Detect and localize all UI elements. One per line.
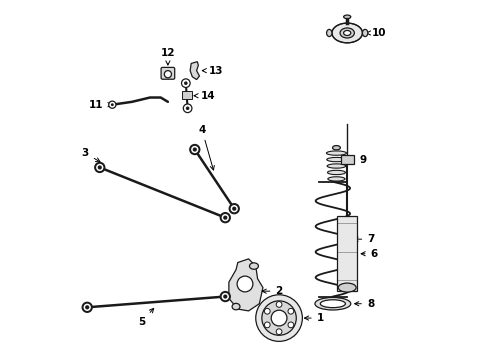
Text: 8: 8	[355, 299, 374, 309]
Ellipse shape	[343, 15, 351, 19]
Circle shape	[164, 71, 171, 78]
Polygon shape	[229, 259, 263, 311]
Text: 4: 4	[198, 125, 214, 170]
Ellipse shape	[327, 157, 346, 162]
Ellipse shape	[332, 23, 363, 43]
Ellipse shape	[343, 31, 351, 36]
Polygon shape	[190, 62, 199, 80]
Circle shape	[265, 322, 270, 328]
Circle shape	[262, 301, 296, 335]
Circle shape	[256, 295, 302, 341]
Ellipse shape	[232, 303, 240, 310]
Ellipse shape	[327, 170, 345, 175]
Circle shape	[276, 329, 282, 334]
Text: 3: 3	[82, 148, 100, 162]
Circle shape	[111, 103, 114, 106]
Text: 1: 1	[304, 313, 324, 323]
Text: 10: 10	[367, 28, 387, 38]
Text: 13: 13	[202, 66, 223, 76]
Circle shape	[183, 104, 192, 113]
Circle shape	[271, 310, 287, 326]
Text: 14: 14	[194, 91, 216, 101]
Circle shape	[276, 302, 282, 307]
Text: 5: 5	[138, 309, 154, 327]
Text: 6: 6	[361, 249, 378, 259]
FancyBboxPatch shape	[337, 216, 357, 291]
Circle shape	[109, 101, 116, 108]
Circle shape	[265, 309, 270, 314]
Circle shape	[98, 165, 102, 170]
Circle shape	[190, 145, 199, 154]
Ellipse shape	[249, 263, 258, 269]
Circle shape	[237, 276, 253, 292]
FancyBboxPatch shape	[181, 91, 192, 99]
Text: 2: 2	[262, 286, 283, 296]
Ellipse shape	[328, 177, 345, 181]
Circle shape	[220, 292, 230, 301]
Circle shape	[230, 204, 239, 213]
Text: 11: 11	[89, 100, 112, 110]
Circle shape	[82, 303, 92, 312]
Ellipse shape	[340, 28, 354, 38]
Ellipse shape	[326, 30, 332, 37]
Circle shape	[288, 322, 294, 328]
Circle shape	[223, 294, 227, 299]
Ellipse shape	[320, 300, 345, 308]
Circle shape	[85, 305, 89, 309]
Circle shape	[181, 79, 190, 87]
Circle shape	[186, 107, 190, 110]
Circle shape	[288, 309, 294, 314]
Ellipse shape	[363, 30, 368, 37]
Circle shape	[184, 81, 188, 85]
Ellipse shape	[333, 145, 341, 150]
Text: 7: 7	[354, 234, 374, 244]
Text: 9: 9	[348, 154, 367, 165]
Ellipse shape	[327, 164, 346, 168]
Circle shape	[95, 163, 104, 172]
FancyBboxPatch shape	[341, 155, 354, 164]
Circle shape	[223, 216, 227, 220]
Ellipse shape	[315, 297, 351, 310]
FancyBboxPatch shape	[161, 67, 175, 79]
Text: 12: 12	[161, 48, 175, 65]
Circle shape	[220, 213, 230, 222]
Ellipse shape	[326, 151, 346, 155]
Circle shape	[193, 148, 197, 152]
Circle shape	[232, 207, 236, 211]
Ellipse shape	[338, 283, 356, 292]
